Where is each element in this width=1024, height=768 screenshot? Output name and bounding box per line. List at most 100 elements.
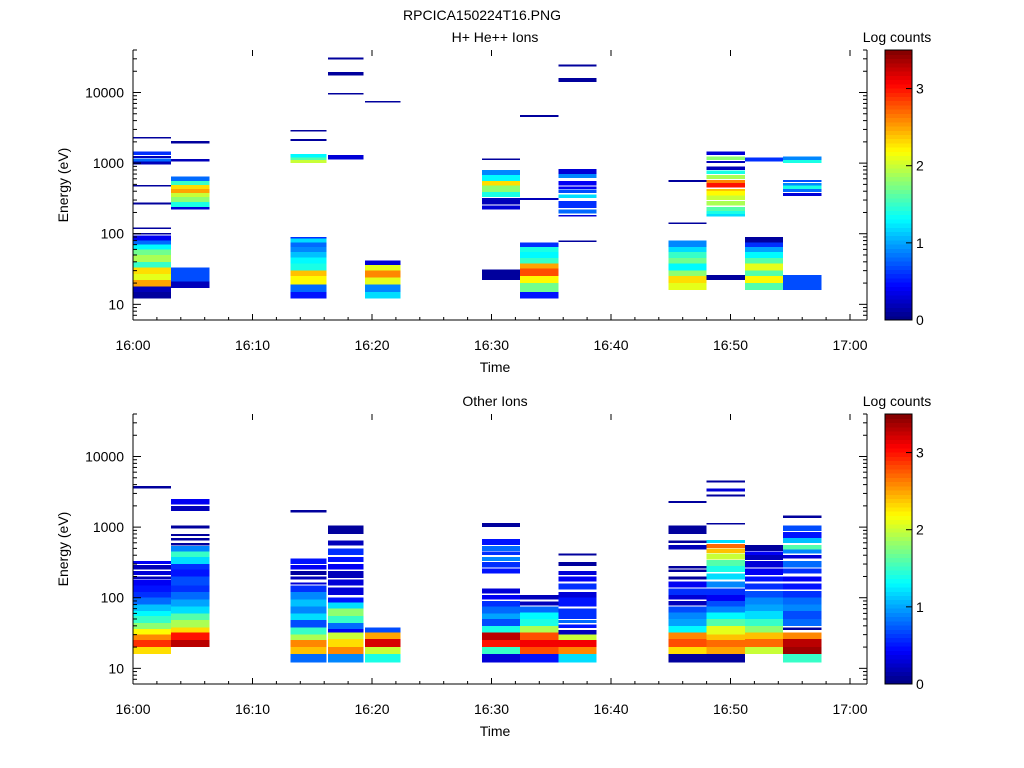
colorbar-segment	[885, 519, 912, 525]
spectrogram-cell	[520, 258, 559, 264]
colorbar-segment	[885, 244, 912, 249]
spectrogram-cell	[290, 263, 327, 271]
spectrogram-cell	[744, 270, 784, 277]
spectrogram-cell	[668, 252, 707, 259]
spectrogram-cell	[171, 640, 210, 648]
colorbar-segment	[885, 163, 912, 169]
colorbar-segment	[885, 189, 912, 195]
spectrogram-cell	[481, 640, 521, 648]
spectrogram-cell	[706, 189, 745, 192]
colorbar-segment	[885, 612, 912, 618]
spectrogram-cell	[327, 155, 364, 158]
spectrogram-cell	[668, 270, 707, 277]
x-tick-label: 16:30	[474, 337, 509, 353]
x-tick-label: 16:50	[713, 337, 748, 353]
y-tick-label: 10	[108, 660, 124, 676]
spectrogram-cell	[171, 202, 210, 207]
spectrogram-cell	[558, 562, 597, 567]
spectrogram-cell	[290, 606, 327, 614]
spectrogram-cell	[744, 647, 784, 654]
colorbar-segment	[885, 252, 912, 258]
spectrogram-cell	[133, 576, 172, 579]
spectrogram-cell	[481, 551, 521, 556]
spectrogram-cell	[481, 269, 521, 281]
colorbar-segment	[885, 66, 912, 72]
spectrogram-cell	[783, 515, 822, 518]
colorbar-segment	[885, 303, 912, 308]
colorbar-segment	[885, 235, 912, 241]
spectrogram-cell	[668, 540, 707, 543]
spectrogram-cell	[327, 597, 364, 603]
panel-1: 16:00 16:10 16:20 16:30 16:40 16:50 17:0010100…	[55, 29, 931, 375]
colorbar-segment	[885, 414, 912, 419]
spectrogram-cell	[133, 280, 172, 287]
colorbar-segment	[885, 256, 912, 262]
colorbar: 0 1 2 3 Log counts	[863, 29, 932, 328]
spectrogram-cell	[171, 206, 210, 210]
spectrogram-cell	[744, 604, 784, 611]
spectrogram-cell	[706, 560, 745, 567]
spectrogram-cell	[327, 639, 364, 648]
spectrogram-cell	[290, 565, 327, 570]
spectrogram-cell	[783, 160, 822, 164]
spectrogram-cell	[706, 488, 745, 492]
spectrogram-cell	[481, 556, 521, 562]
spectrogram-cell	[133, 267, 172, 274]
spectrogram-cell	[744, 590, 784, 598]
spectrogram-cell	[744, 236, 784, 243]
spectrogram-cells	[133, 480, 822, 663]
spectrogram-cell	[520, 291, 559, 299]
spectrogram-cell	[783, 568, 822, 574]
spectrogram-cell	[520, 606, 559, 613]
spectrogram-cell	[558, 186, 597, 189]
spectrogram-cell	[133, 592, 172, 598]
spectrogram-cell	[558, 174, 597, 178]
spectrogram-cell	[783, 555, 822, 559]
colorbar-frame	[884, 49, 913, 321]
colorbar-segment	[885, 485, 912, 491]
spectrogram-cell	[171, 551, 210, 557]
colorbar-segment	[885, 54, 912, 60]
spectrogram-cell	[364, 260, 401, 266]
colorbar-segment	[885, 654, 912, 660]
spectrogram-cell	[558, 583, 597, 590]
spectrogram-cell	[558, 194, 597, 199]
colorbar-segment	[885, 608, 912, 613]
figure-title: RPCICA150224T16.PNG	[403, 7, 561, 23]
colorbar-segment	[885, 113, 912, 119]
spectrogram-cell	[744, 568, 784, 575]
spectrogram-cell	[171, 267, 210, 282]
spectrogram-cell	[133, 233, 172, 235]
spectrogram-cell	[744, 555, 784, 561]
spectrogram-cell	[668, 653, 707, 663]
spectrogram-cell	[668, 588, 707, 595]
spectrogram-cell	[290, 257, 327, 264]
spectrogram-cell	[744, 576, 784, 582]
colorbar-segment	[885, 515, 912, 521]
colorbar-segment	[885, 180, 912, 186]
colorbar-segment	[885, 269, 912, 275]
spectrogram-cell	[327, 587, 364, 595]
spectrogram-cell	[520, 653, 559, 663]
spectrogram-cell	[133, 610, 172, 617]
colorbar-tick-label: 3	[916, 445, 924, 461]
spectrogram-cell	[327, 570, 364, 579]
spectrogram-cell	[558, 624, 597, 629]
spectrogram-cell	[783, 544, 822, 550]
spectrogram-cell	[668, 576, 707, 580]
spectrogram-cell	[558, 647, 597, 654]
spectrogram-cell	[520, 612, 559, 619]
colorbar-tick-label: 0	[916, 312, 924, 328]
colorbar-segment	[885, 595, 912, 601]
x-tick-label: 16:20	[354, 337, 389, 353]
colorbar-segment	[885, 311, 912, 317]
spectrogram-cell	[558, 570, 597, 575]
spectrogram-cell	[133, 585, 172, 593]
spectrogram-cell	[364, 284, 401, 292]
spectrogram-cell	[171, 538, 210, 541]
colorbar-segment	[885, 286, 912, 292]
spectrogram-cell	[327, 602, 364, 609]
spectrogram-cell	[783, 639, 822, 648]
colorbar-frame	[884, 413, 913, 685]
colorbar-segment	[885, 506, 912, 512]
